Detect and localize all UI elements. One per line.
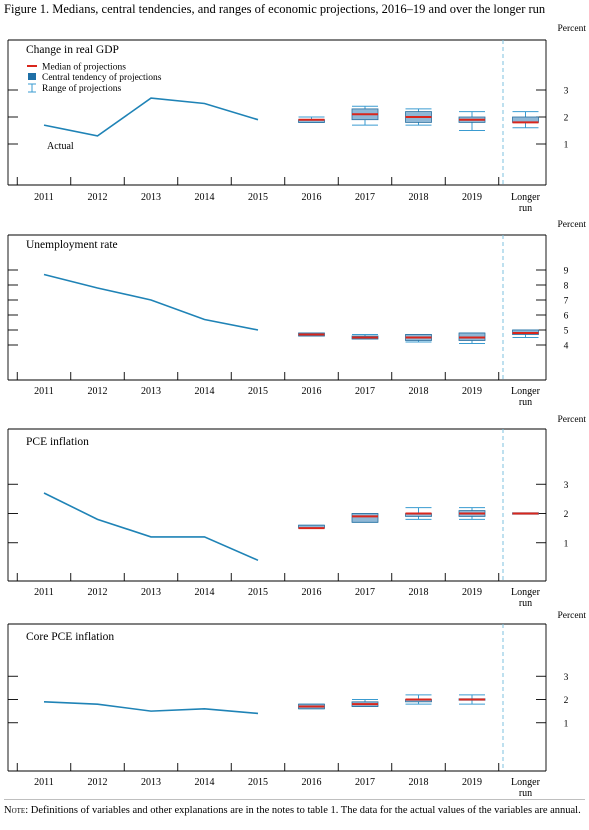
y-tick-label: 4 [564, 342, 569, 352]
x-tick-label: 2018 [409, 587, 429, 598]
y-tick-label: 9 [564, 267, 569, 277]
x-tick-label: 2017 [355, 386, 375, 397]
actual-series-line [43, 97, 259, 137]
x-tick-label-longer-run: Longer run [511, 386, 541, 408]
x-tick-label: 2011 [34, 192, 54, 203]
unit-label: Percent [558, 220, 587, 230]
unit-label: Percent [558, 24, 587, 34]
y-tick-label: 2 [564, 114, 569, 124]
x-tick-label: 2017 [355, 192, 375, 203]
y-tick-label: 7 [564, 297, 569, 307]
x-tick-label: 2016 [302, 386, 322, 397]
x-tick-label: 2015 [248, 777, 268, 788]
y-tick-label: 1 [564, 719, 569, 729]
x-tick-label: 2019 [462, 587, 482, 598]
y-tick-label: 1 [564, 539, 569, 549]
x-tick-label: 2019 [462, 192, 482, 203]
panel-title: PCE inflation [26, 436, 89, 448]
x-tick-label: 2014 [195, 386, 215, 397]
x-tick-label: 2014 [195, 587, 215, 598]
x-tick-label: 2012 [88, 192, 108, 203]
x-tick-label: 2018 [409, 192, 429, 203]
x-tick-label: 2011 [34, 777, 54, 788]
note-label: Note [4, 805, 26, 816]
panel-title: Unemployment rate [26, 239, 118, 251]
x-tick-label-longer-run: Longer run [511, 587, 541, 609]
x-tick-label-longer-run: Longer run [511, 777, 541, 799]
economic-projections-figure: Percent Change in real GDP 1 2 3 2011 2012 2013… [4, 24, 587, 800]
x-tick-label: 2018 [409, 777, 429, 788]
figure-title: Figure 1. Medians, central tendencies, a… [4, 2, 546, 16]
x-tick-label: 2017 [355, 777, 375, 788]
y-tick-label: 3 [564, 87, 569, 97]
unit-label: Percent [558, 611, 587, 621]
x-tick-label: 2015 [248, 587, 268, 598]
unit-label: Percent [558, 415, 587, 425]
actual-series-line [43, 701, 259, 715]
legend-median-label: Median of projections [42, 62, 126, 73]
x-tick-label: 2016 [302, 777, 322, 788]
x-tick-label: 2019 [462, 386, 482, 397]
x-tick-label: 2011 [34, 587, 54, 598]
actual-series-line [43, 492, 259, 562]
legend-central-swatch [28, 73, 36, 80]
x-tick-label: 2012 [88, 386, 108, 397]
x-tick-label-longer-run: Longer run [511, 192, 541, 214]
x-tick-label: 2013 [141, 777, 161, 788]
actual-series-line [43, 273, 259, 331]
y-tick-label: 3 [564, 673, 569, 683]
x-tick-label: 2013 [141, 386, 161, 397]
y-tick-label: 2 [564, 696, 569, 706]
y-tick-label: 2 [564, 510, 569, 520]
x-tick-label: 2015 [248, 386, 268, 397]
legend-central-label: Central tendency of projections [42, 72, 162, 83]
x-tick-label: 2017 [355, 587, 375, 598]
x-tick-label: 2012 [88, 587, 108, 598]
y-tick-label: 3 [564, 481, 569, 491]
x-tick-label: 2015 [248, 192, 268, 203]
x-tick-label: 2013 [141, 192, 161, 203]
x-tick-label: 2016 [302, 192, 322, 203]
note-text: : Definitions of variables and other exp… [25, 805, 581, 816]
panel-title: Change in real GDP [26, 44, 119, 56]
x-tick-label: 2016 [302, 587, 322, 598]
x-tick-label: 2011 [34, 386, 54, 397]
legend-range-label: Range of projections [42, 83, 121, 94]
panel-title: Core PCE inflation [26, 631, 114, 643]
figure-note: Note: Definitions of variables and other… [4, 805, 584, 816]
x-tick-label: 2014 [195, 192, 215, 203]
y-tick-label: 8 [564, 282, 569, 292]
x-tick-label: 2014 [195, 777, 215, 788]
x-tick-label: 2013 [141, 587, 161, 598]
x-tick-label: 2018 [409, 386, 429, 397]
central-tendency-box [351, 513, 379, 523]
y-tick-label: 1 [564, 141, 569, 151]
y-tick-label: 5 [564, 327, 569, 337]
y-tick-label: 6 [564, 312, 569, 322]
x-tick-label: 2012 [88, 777, 108, 788]
actual-annotation: Actual [47, 141, 74, 152]
x-tick-label: 2019 [462, 777, 482, 788]
